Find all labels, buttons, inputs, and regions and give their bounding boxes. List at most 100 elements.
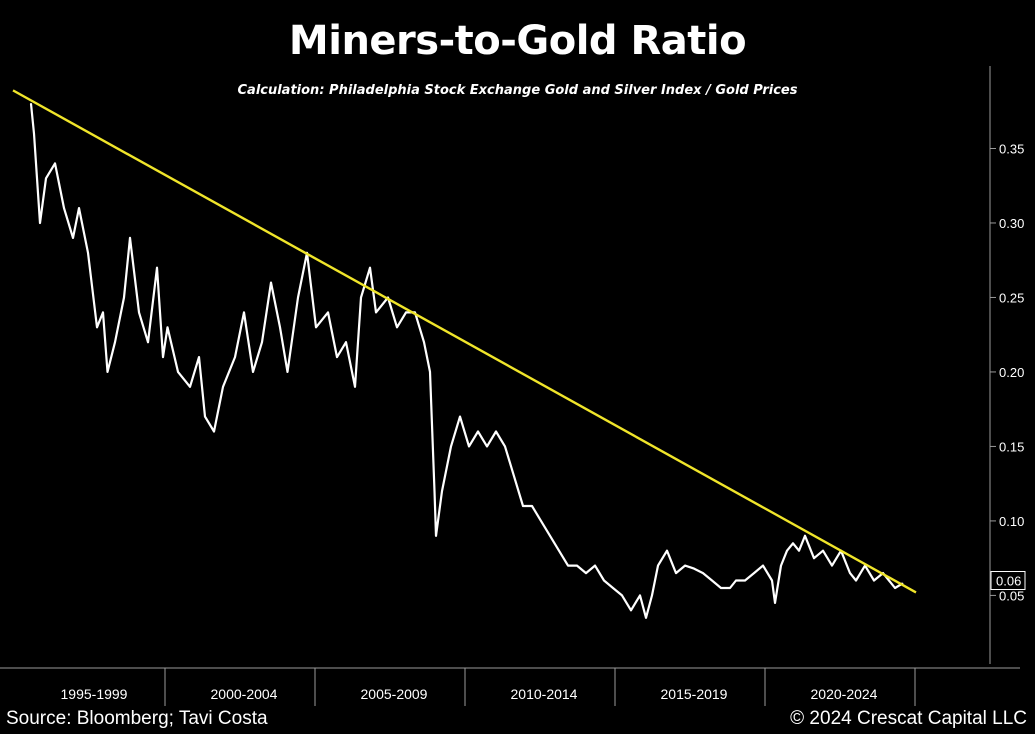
ratio-data-point [477, 430, 479, 433]
ratio-data-point [753, 572, 755, 574]
ratio-data-point [792, 542, 794, 545]
ratio-data-point [435, 534, 437, 537]
ratio-data-point [711, 579, 713, 582]
ratio-data-point [279, 326, 281, 329]
last-value-box [990, 571, 1026, 591]
ratio-data-point [433, 490, 436, 492]
ratio-data-point [720, 587, 722, 589]
ratio-data-point [405, 311, 407, 314]
ratio-data-point [645, 616, 647, 619]
ratio-data-point [771, 579, 773, 582]
ratio-data-point [63, 207, 65, 210]
ratio-data-point [204, 415, 206, 418]
ratio-data-point [639, 594, 641, 597]
ratio-data-point [621, 594, 623, 597]
ratio-data-point [396, 326, 398, 329]
source-note: Source: Bloomberg; Tavi Costa [6, 708, 268, 729]
ratio-data-point [585, 572, 587, 574]
ratio-data-point [369, 266, 371, 269]
ratio-data-point [243, 311, 245, 314]
ratio-data-point [72, 237, 74, 239]
ratio-data-point [156, 266, 158, 269]
y-tick-label: 0.35 [999, 141, 1024, 156]
ratio-data-point [423, 341, 425, 344]
ratio-data-point [780, 564, 782, 567]
ratio-data-point [804, 534, 806, 537]
downtrend-line [12, 89, 917, 594]
ratio-data-point [786, 549, 788, 552]
ratio-data-point [849, 572, 851, 574]
x-category-label: 2020-2024 [811, 686, 878, 702]
x-category-label: 2005-2009 [361, 686, 428, 702]
ratio-data-point [762, 564, 764, 567]
ratio-data-point [106, 371, 109, 373]
ratio-data-point [666, 549, 668, 552]
ratio-data-point [531, 505, 533, 507]
ratio-data-point [166, 326, 169, 329]
ratio-data-point [297, 296, 299, 299]
ratio-data-point [798, 549, 800, 552]
ratio-data-point [54, 162, 56, 165]
ratio-data-point [162, 356, 164, 358]
ratio-data-point [87, 251, 89, 254]
ratio-data-point [744, 579, 746, 582]
ratio-data-point [702, 572, 704, 574]
x-category-label: 2000-2004 [211, 686, 278, 702]
ratio-data-point [270, 281, 272, 284]
ratio-data-point [504, 445, 506, 448]
ratio-data-point [345, 341, 347, 344]
ratio-data-point [213, 430, 215, 433]
ratio-data-point [594, 564, 596, 567]
ratio-data-point [222, 385, 224, 388]
ratio-data-point [315, 326, 317, 329]
ratio-data-point [459, 415, 461, 418]
ratio-data-point [102, 311, 104, 314]
ratio-data-point [630, 609, 632, 612]
y-tick-label: 0.30 [999, 216, 1024, 231]
ratio-data-point [540, 520, 542, 522]
ratio-data-point [813, 557, 815, 560]
ratio-data-point [513, 475, 515, 478]
ratio-data-point [558, 549, 560, 552]
ratio-data-point [822, 549, 824, 552]
ratio-data-point [441, 490, 443, 492]
ratio-data-point [675, 572, 677, 574]
y-tick-label: 0.15 [999, 439, 1024, 454]
chart-subtitle: Calculation: Philadelphia Stock Exchange… [237, 83, 798, 98]
ratio-data-point [45, 177, 47, 180]
ratio-data-point [78, 207, 80, 210]
ratio-data-point [684, 564, 686, 567]
y-tick-label: 0.20 [999, 365, 1024, 380]
ratio-data-point [549, 534, 551, 537]
ratio-data-point [873, 579, 875, 582]
ratio-data-point [114, 341, 116, 344]
ratio-data-point [327, 311, 329, 314]
y-tick-label: 0.10 [999, 514, 1024, 529]
ratio-data-point [495, 430, 497, 433]
x-category-label: 2010-2014 [511, 686, 578, 702]
ratio-data-point [468, 445, 470, 448]
ratio-series-line [29, 103, 904, 619]
x-category-label: 2015-2019 [661, 686, 728, 702]
ratio-data-point [129, 237, 131, 239]
ratio-data-point [336, 356, 338, 358]
ratio-data-point [33, 132, 35, 135]
ratio-data-point [177, 371, 179, 373]
ratio-data-point [198, 356, 200, 358]
ratio-data-point [651, 594, 653, 597]
y-tick-label: 0.05 [999, 588, 1024, 603]
ratio-data-point [189, 385, 191, 388]
ratio-data-point [693, 567, 695, 570]
ratio-data-point [522, 505, 524, 507]
ratio-data-point [888, 579, 890, 582]
ratio-data-point [123, 296, 125, 299]
ratio-data-point [774, 602, 776, 604]
ratio-data-point [729, 587, 731, 589]
ratio-data-point [39, 222, 41, 224]
copyright-note: © 2024 Crescat Capital LLC [790, 708, 1027, 729]
ratio-data-point [855, 579, 857, 582]
ratio-data-point [286, 371, 289, 373]
ratio-data-point [30, 102, 32, 105]
ratio-data-point [354, 385, 356, 388]
